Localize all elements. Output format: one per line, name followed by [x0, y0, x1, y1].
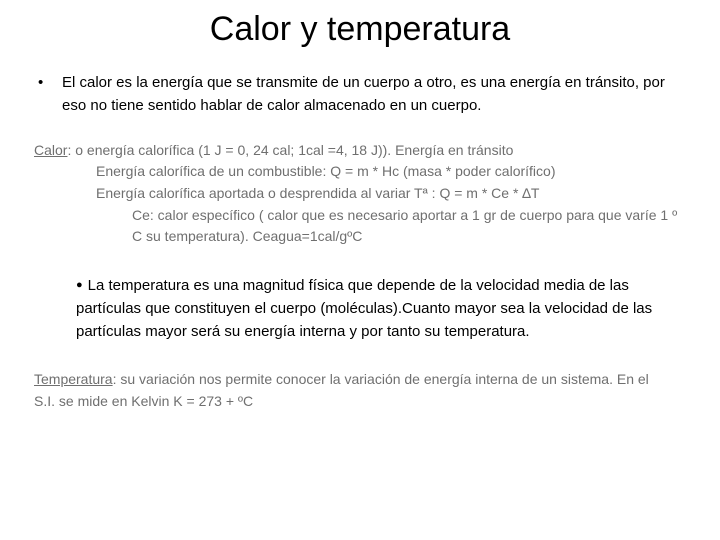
bullet-text: El calor es la energía que se transmite … [62, 71, 690, 118]
calor-line1: Calor: o energía calorífica (1 J = 0, 24… [34, 140, 690, 162]
temp-rest: : su variación nos permite conocer la va… [34, 371, 649, 409]
bullet2-dot: ● [76, 279, 83, 291]
temp-term: Temperatura [34, 371, 113, 387]
calor-line2: Energía calorífica de un combustible: Q … [34, 161, 690, 183]
definition-temperatura: Temperatura: su variación nos permite co… [34, 368, 670, 413]
slide: Calor y temperatura • El calor es la ene… [0, 0, 720, 540]
calor-term: Calor [34, 142, 67, 158]
bullet2-text: La temperatura es una magnitud física qu… [76, 277, 652, 341]
calor-line4: Ce: calor específico ( calor que es nece… [34, 205, 690, 248]
calor-line1-rest: : o energía calorífica (1 J = 0, 24 cal;… [67, 142, 513, 158]
bullet-calor: • El calor es la energía que se transmit… [38, 71, 690, 118]
bullet-temperatura: ●La temperatura es una magnitud física q… [76, 274, 662, 344]
slide-title: Calor y temperatura [30, 10, 690, 49]
bullet-marker: • [38, 71, 62, 118]
calor-line3: Energía calorífica aportada o desprendid… [34, 183, 690, 205]
definition-calor: Calor: o energía calorífica (1 J = 0, 24… [34, 140, 690, 248]
